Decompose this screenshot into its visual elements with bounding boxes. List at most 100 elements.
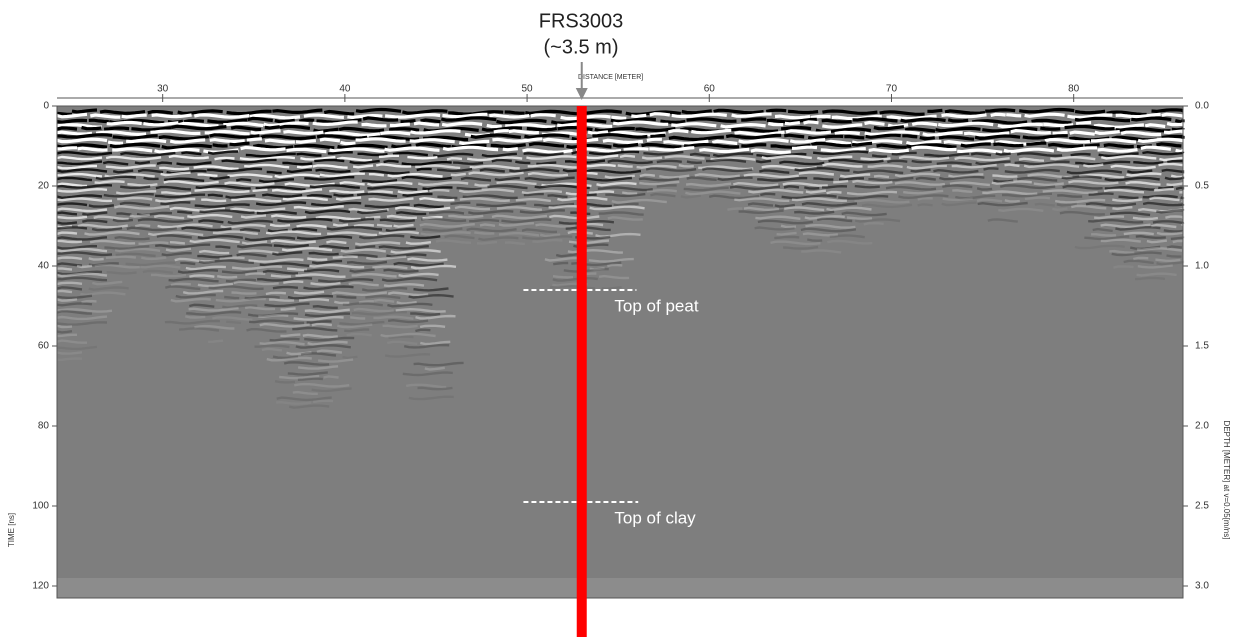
radar-reflection: [384, 161, 399, 162]
radar-reflection: [984, 168, 999, 169]
radar-reflection: [558, 128, 593, 130]
radar-reflection: [57, 217, 87, 218]
radar-reflection: [1093, 229, 1113, 231]
radar-reflection: [492, 160, 512, 161]
radar-reflection: [774, 237, 799, 238]
radar-reflection: [139, 243, 169, 244]
radar-reflection: [240, 229, 260, 231]
radar-reflection: [660, 121, 685, 122]
radar-reflection: [1052, 209, 1067, 210]
y-tick-label: 120: [32, 581, 49, 592]
y2-tick-label: 1.0: [1195, 261, 1209, 272]
radar-reflection: [920, 138, 935, 139]
radar-reflection: [991, 114, 1006, 115]
radar-reflection: [1167, 256, 1182, 257]
radar-reflection: [406, 242, 431, 244]
radar-reflection: [177, 212, 192, 213]
radar-bottom-band: [57, 578, 1183, 598]
radar-reflection: [107, 272, 137, 273]
radar-reflection: [788, 111, 818, 112]
radar-reflection: [267, 172, 282, 173]
radar-reflection: [1119, 197, 1139, 198]
radar-reflection: [57, 352, 82, 353]
radar-reflection: [855, 186, 880, 187]
radar-reflection: [201, 200, 226, 201]
radar-reflection: [861, 158, 891, 159]
radar-reflection: [912, 161, 932, 162]
radar-reflection: [813, 178, 833, 179]
radar-reflection: [912, 123, 937, 125]
radar-reflection: [282, 163, 312, 164]
y2-tick-label: 0.0: [1195, 101, 1209, 112]
radar-reflection: [368, 192, 393, 193]
radar-reflection: [334, 195, 354, 196]
radar-reflection: [453, 163, 483, 164]
radar-reflection: [171, 284, 191, 285]
radar-reflection: [215, 158, 235, 159]
radar-reflection: [312, 324, 332, 325]
radar-reflection: [417, 169, 432, 170]
radar-reflection: [220, 258, 245, 259]
radar-reflection: [280, 126, 310, 128]
radar-reflection: [865, 123, 885, 125]
radar-reflection: [505, 112, 525, 113]
radar-reflection: [531, 115, 556, 116]
radar-reflection: [57, 268, 72, 269]
radar-reflection: [847, 218, 872, 219]
radar-reflection: [971, 153, 991, 155]
radar-reflection: [1164, 230, 1183, 231]
radar-reflection: [775, 116, 810, 118]
radar-reflection: [1114, 266, 1134, 267]
annotation-text: Top of peat: [614, 296, 698, 315]
radar-reflection: [57, 148, 77, 149]
radar-reflection: [741, 145, 766, 146]
annotation-text: Top of clay: [614, 508, 696, 527]
radar-reflection: [208, 341, 223, 342]
radar-reflection: [362, 124, 387, 126]
radar-reflection: [104, 128, 129, 129]
y-axis-label: TIME [ns]: [7, 513, 16, 547]
radar-reflection: [588, 132, 608, 134]
radar-reflection: [647, 190, 677, 191]
marker-name: FRS3003: [539, 10, 624, 32]
radar-reflection: [333, 257, 358, 258]
radar-reflection: [334, 302, 349, 303]
radar-reflection: [607, 265, 622, 266]
radar-reflection: [314, 129, 339, 131]
radar-reflection: [1173, 241, 1183, 242]
radar-reflection: [657, 161, 682, 162]
y-tick-label: 60: [38, 341, 50, 352]
radar-reflection: [270, 225, 290, 226]
radar-reflection: [245, 273, 265, 274]
radar-reflection: [952, 190, 972, 192]
radar-reflection: [341, 142, 356, 143]
radar-reflection: [1043, 124, 1073, 125]
radar-reflection: [107, 123, 142, 125]
radar-reflection: [864, 223, 884, 224]
radar-reflection: [324, 376, 339, 377]
radar-reflection: [213, 145, 228, 146]
radar-reflection: [1005, 200, 1020, 201]
radar-reflection: [567, 145, 612, 147]
radar-reflection: [380, 132, 410, 134]
radar-reflection: [477, 242, 497, 244]
radar-reflection: [1071, 154, 1091, 155]
radar-reflection: [57, 120, 87, 122]
radar-reflection: [869, 150, 909, 152]
radar-reflection: [1070, 132, 1095, 134]
radar-reflection: [806, 191, 826, 193]
radar-reflection: [377, 225, 392, 226]
radar-reflection: [255, 346, 290, 347]
radar-reflection: [1167, 161, 1183, 162]
radar-reflection: [448, 216, 483, 217]
y2-axis-label: DEPTH [METER] at v=0.05[m/ns]: [1222, 421, 1231, 540]
radar-reflection: [184, 121, 204, 122]
radar-reflection: [116, 213, 131, 214]
radar-reflection: [613, 144, 638, 146]
radar-reflection: [1089, 194, 1114, 195]
radar-reflection: [451, 174, 466, 175]
radar-reflection: [57, 233, 77, 234]
radar-reflection: [57, 241, 82, 242]
radar-reflection: [822, 120, 852, 122]
radar-reflection: [89, 120, 109, 121]
